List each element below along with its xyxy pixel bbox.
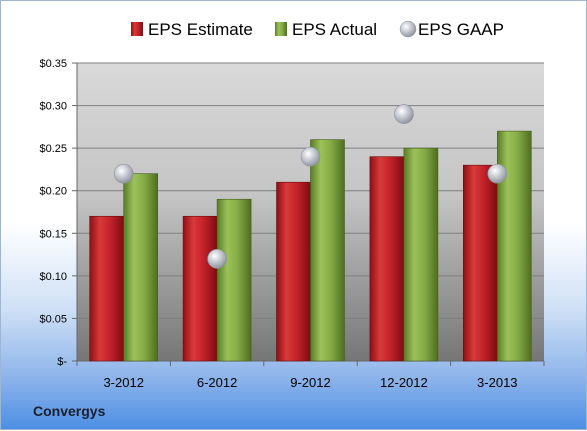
legend-swatch — [275, 22, 287, 36]
legend-label: EPS GAAP — [418, 20, 504, 39]
bar-eps-estimate — [182, 215, 218, 362]
y-tick-label: $0.25 — [39, 143, 67, 155]
legend-swatch — [131, 22, 143, 36]
legend-label: EPS Actual — [292, 20, 377, 39]
x-tick-label: 9-2012 — [290, 375, 330, 390]
legend-swatch — [399, 20, 417, 38]
bar-eps-actual — [123, 173, 158, 362]
y-tick-label: $- — [57, 356, 67, 368]
point-eps-gaap — [113, 163, 134, 184]
bar-eps-estimate — [276, 181, 311, 362]
bar-eps-estimate — [369, 156, 405, 362]
point-eps-gaap — [300, 146, 321, 167]
x-tick-label: 12-2012 — [380, 375, 428, 390]
legend-label: EPS Estimate — [148, 20, 253, 39]
point-eps-gaap — [487, 163, 508, 184]
legend: EPS Estimate EPS Actual EPS GAAP — [131, 20, 504, 39]
y-tick-label: $0.15 — [39, 228, 67, 240]
y-tick-label: $0.05 — [39, 313, 67, 325]
bar-eps-actual — [216, 198, 252, 362]
gaap-points — [113, 104, 508, 269]
bar-eps-actual — [403, 147, 439, 362]
y-tick-label: $0.10 — [39, 271, 67, 283]
y-tick-label: $0.30 — [39, 101, 67, 113]
bar-eps-actual — [310, 139, 345, 362]
bars — [89, 130, 532, 362]
bar-eps-estimate — [462, 164, 498, 362]
x-axis: 3-2012 6-2012 9-2012 12-2012 3-2013 — [76, 361, 545, 390]
y-tick-label: $0.35 — [39, 58, 67, 70]
x-tick-label: 6-2012 — [197, 375, 237, 390]
x-tick-label: 3-2012 — [103, 375, 143, 390]
company-name: Convergys — [33, 403, 106, 419]
point-eps-gaap — [207, 249, 227, 269]
x-tick-label: 3-2013 — [477, 375, 517, 390]
bar-eps-estimate — [89, 215, 124, 362]
y-tick-label: $0.20 — [39, 186, 67, 198]
point-eps-gaap — [394, 104, 414, 124]
